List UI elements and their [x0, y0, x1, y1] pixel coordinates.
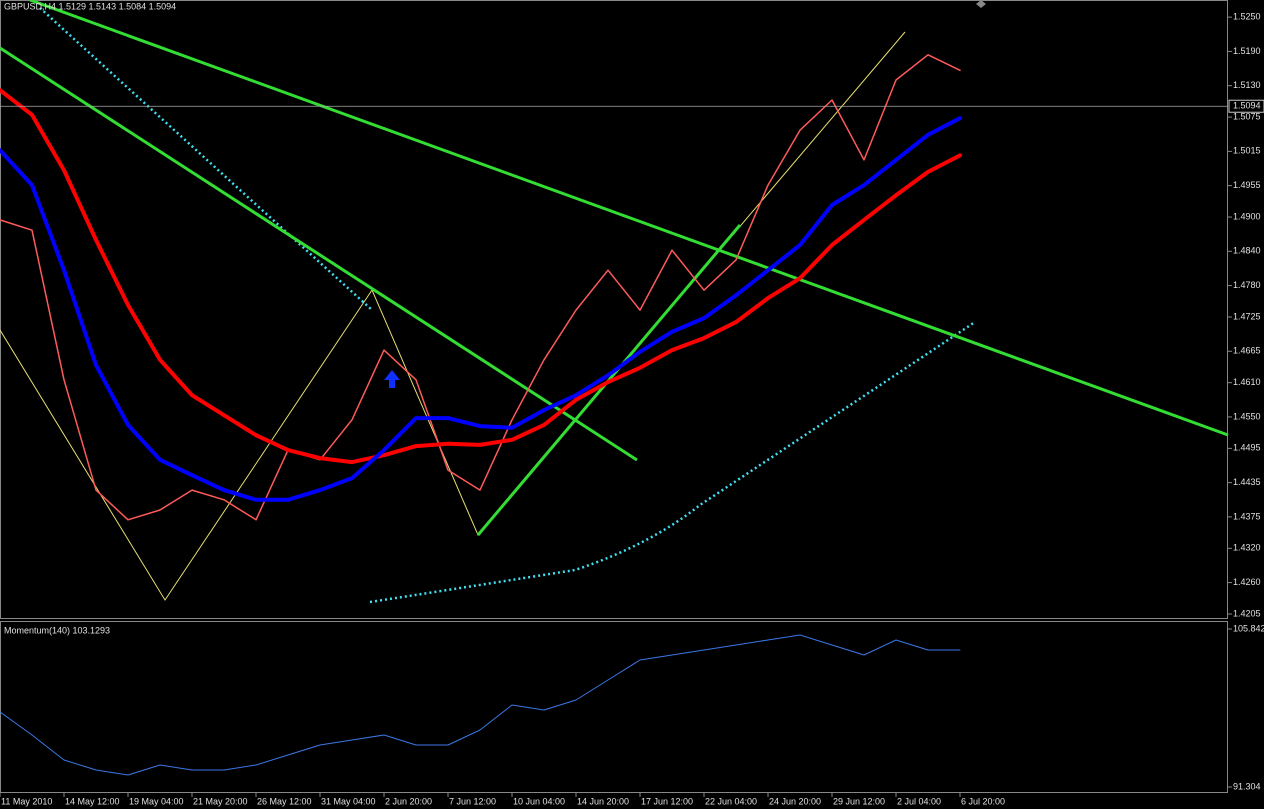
y-tick-label: 1.4495 — [1233, 443, 1261, 453]
plot — [0, 54, 962, 776]
y-tick-label: 1.4260 — [1233, 577, 1261, 587]
current-price-label: 1.5094 — [1233, 101, 1261, 111]
series-line — [0, 54, 961, 521]
x-tick-label: 19 May 04:00 — [129, 796, 184, 806]
x-tick-label: 7 Jun 12:00 — [449, 796, 496, 806]
y-tick-label: 1.4840 — [1233, 246, 1261, 256]
y-tick-label: 105.842 — [1233, 623, 1264, 633]
x-tick-label: 14 May 12:00 — [65, 796, 120, 806]
x-tick-label: 6 Jul 20:00 — [961, 796, 1005, 806]
momentum-panel — [0, 621, 1228, 793]
x-tick-label: 2 Jul 04:00 — [897, 796, 941, 806]
y-tick-label: 1.4205 — [1233, 608, 1261, 618]
x-tick-label: 21 May 20:00 — [193, 796, 248, 806]
y-tick-label: 1.5190 — [1233, 46, 1261, 56]
y-tick-label: 1.4375 — [1233, 511, 1261, 521]
y-tick-label: 1.4550 — [1233, 411, 1261, 421]
current-price-box — [1228, 99, 1264, 113]
y-tick-label: 1.4435 — [1233, 477, 1261, 487]
x-tick-label: 31 May 04:00 — [321, 796, 376, 806]
y-tick-label: 1.5075 — [1233, 111, 1261, 121]
trendline — [29, 0, 1229, 437]
x-tick-label: 29 Jun 12:00 — [833, 796, 885, 806]
y-tick-label: 1.4610 — [1233, 377, 1261, 387]
series-line — [0, 88, 962, 465]
main-panel — [0, 0, 1228, 619]
chart-title: GBPUSD,H4 1.5129 1.5143 1.5084 1.5094 — [4, 1, 176, 11]
x-tick-label: 14 Jun 20:00 — [577, 796, 629, 806]
y-tick-label: 1.5015 — [1233, 146, 1261, 156]
y-tick-label: 1.4780 — [1233, 280, 1261, 290]
x-tick-label: 22 Jun 04:00 — [705, 796, 757, 806]
series-line — [0, 116, 962, 502]
trendline — [0, 46, 638, 462]
y-tick-label: 1.4900 — [1233, 211, 1261, 221]
y-tick-label: 1.4665 — [1233, 346, 1261, 356]
y-tick-label: 1.4955 — [1233, 180, 1261, 190]
x-tick-label: 10 Jun 04:00 — [513, 796, 565, 806]
x-tick-label: 26 May 12:00 — [257, 796, 312, 806]
y-tick-label: 1.5130 — [1233, 80, 1261, 90]
x-tick-label: 11 May 2010 — [1, 796, 52, 806]
y-tick-label: 1.4320 — [1233, 543, 1261, 553]
y-tick-label: 1.4725 — [1233, 311, 1261, 321]
y-tick-label: 1.5250 — [1233, 12, 1261, 22]
indicator-title: Momentum(140) 103.1293 — [4, 625, 110, 635]
x-tick-label: 24 Jun 20:00 — [769, 796, 821, 806]
x-tick-label: 2 Jun 20:00 — [385, 796, 432, 806]
series-line — [0, 634, 961, 776]
x-tick-label: 17 Jun 12:00 — [641, 796, 693, 806]
arrow-marker — [384, 370, 400, 388]
y-tick-label: 91.304 — [1233, 781, 1261, 791]
scroll-marker — [976, 0, 986, 8]
